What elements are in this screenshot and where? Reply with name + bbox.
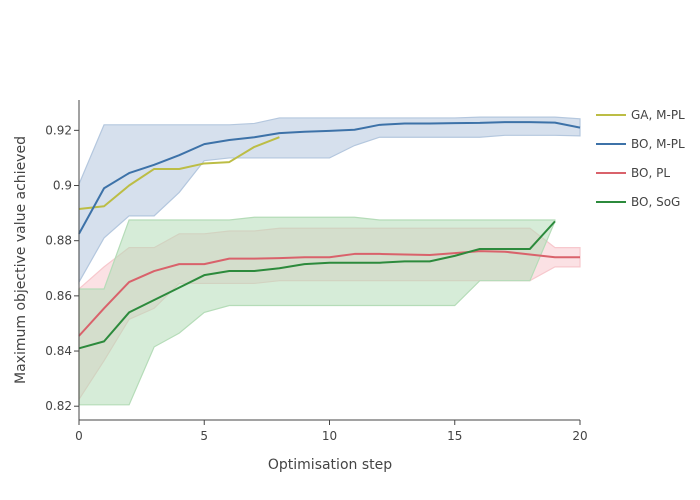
series-lines (78, 121, 581, 350)
y-tick-label: 0.92 (45, 123, 72, 137)
line-bo-sog (78, 220, 556, 350)
legend-label: BO, PL (631, 166, 670, 180)
legend-item[interactable]: GA, M-PL (596, 108, 685, 122)
y-ticks: 0.82 0.84 0.86 0.88 0.9 0.92 (45, 123, 79, 413)
y-tick-label: 0.86 (45, 289, 72, 303)
confidence-bands (78, 116, 581, 406)
line-bo-pl (78, 250, 580, 337)
x-tick-label: 0 (75, 429, 83, 443)
y-tick-label: 0.82 (45, 399, 72, 413)
x-axis-title: Optimisation step (268, 457, 392, 473)
x-tick-label: 5 (200, 429, 208, 443)
line-bo-m-pl (78, 121, 581, 235)
band-bo-m-pl (78, 116, 581, 285)
y-tick-label: 0.9 (53, 179, 72, 193)
x-ticks: 0 5 10 15 20 (75, 420, 588, 443)
x-tick-label: 15 (447, 429, 462, 443)
legend-label: BO, M-PL (631, 137, 685, 151)
y-axis-title: Maximum objective value achieved (13, 136, 29, 384)
x-tick-label: 10 (322, 429, 337, 443)
legend-item[interactable]: BO, M-PL (596, 137, 685, 151)
y-tick-label: 0.88 (45, 234, 72, 248)
legend-item[interactable]: BO, SoG (596, 195, 680, 209)
x-tick-label: 20 (572, 429, 587, 443)
legend-item[interactable]: BO, PL (596, 166, 670, 180)
band-bo-sog (78, 216, 556, 406)
y-tick-label: 0.84 (45, 344, 72, 358)
line-ga-m-pl (78, 136, 280, 210)
legend-label: BO, SoG (631, 195, 680, 209)
legend: GA, M-PL BO, M-PL BO, PL BO, SoG (596, 108, 685, 209)
legend-label: GA, M-PL (631, 108, 685, 122)
